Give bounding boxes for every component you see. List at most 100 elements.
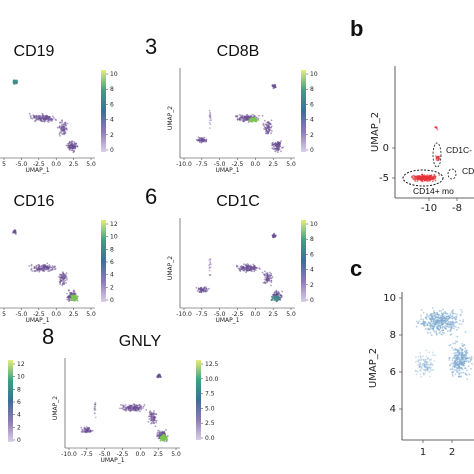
- cell-point: [66, 295, 69, 298]
- cell-point: [444, 312, 447, 314]
- cell-point: [153, 415, 156, 417]
- cell-point: [429, 331, 432, 334]
- b-cluster-outline: [447, 168, 457, 180]
- cell-point: [129, 405, 132, 407]
- cell-point: [453, 317, 456, 319]
- cell-point: [442, 329, 444, 331]
- cell-point: [270, 277, 273, 279]
- x-tick-label: 0.0: [51, 311, 61, 318]
- cell-point: [94, 403, 96, 405]
- cell-point: [418, 320, 421, 322]
- c-y-tick-label: 10: [383, 293, 396, 304]
- panel-b: b UMAP_2 0 -5 -10 -8 CD1C- CD CD14+ mo: [350, 16, 474, 214]
- cell-point: [200, 141, 203, 144]
- x-tick-label: -10.0: [176, 161, 192, 168]
- cell-point: [62, 129, 65, 132]
- cell-point: [454, 373, 457, 376]
- cell-point: [275, 291, 278, 294]
- cell-point: [160, 432, 163, 434]
- cell-point: [459, 366, 461, 369]
- cell-point: [419, 361, 422, 364]
- colorbar-tick-label: 10: [110, 234, 118, 241]
- cell-point: [160, 435, 163, 438]
- cell-point: [415, 373, 418, 376]
- cell-point: [445, 318, 448, 320]
- cell-point: [438, 310, 441, 312]
- c-y-axis-label: UMAP_2: [368, 348, 379, 388]
- cell-point: [210, 263, 212, 266]
- cell-point: [420, 322, 422, 325]
- x-tick-label: 5.0: [86, 161, 96, 168]
- cell-point: [452, 312, 454, 315]
- cell-point: [420, 359, 422, 362]
- cell-point: [266, 274, 269, 277]
- cell-point: [443, 325, 446, 328]
- cell-point: [93, 412, 96, 415]
- cell-point: [418, 364, 420, 366]
- cell-point: [443, 321, 446, 324]
- cell-point: [268, 271, 271, 274]
- cell-point: [458, 323, 461, 325]
- cell-point: [280, 296, 283, 299]
- cell-point: [436, 327, 439, 329]
- x-tick-label: -7.5: [196, 311, 208, 318]
- cell-point: [206, 289, 209, 291]
- cell-point: [73, 141, 76, 144]
- cell-point: [433, 310, 435, 312]
- cell-point: [276, 143, 279, 145]
- cell-point: [446, 312, 449, 315]
- cell-point: [236, 265, 239, 268]
- cell-point: [419, 177, 422, 180]
- cell-point: [80, 430, 83, 433]
- cell-point: [458, 358, 461, 360]
- cell-point: [451, 362, 454, 364]
- cell-point: [61, 276, 64, 279]
- colorbar-tick-label: 4: [110, 117, 114, 124]
- cell-point: [455, 329, 458, 331]
- cell-point: [420, 318, 422, 321]
- cell-point: [74, 142, 76, 145]
- cell-point: [452, 365, 455, 368]
- cell-point: [456, 361, 459, 363]
- cell-point: [451, 315, 454, 318]
- cell-point: [462, 353, 465, 356]
- cell-point: [31, 270, 34, 272]
- colorbar-tick-label: 4: [310, 267, 314, 274]
- cell-point: [275, 289, 278, 292]
- cell-point: [198, 287, 200, 290]
- cell-point: [73, 289, 75, 292]
- cell-point: [269, 274, 272, 277]
- cell-point: [419, 355, 422, 358]
- cell-point: [120, 404, 122, 406]
- cell-point: [240, 265, 243, 267]
- cell-point: [245, 117, 248, 120]
- cell-point: [465, 349, 468, 351]
- cell-point: [87, 431, 89, 434]
- cell-point: [238, 113, 241, 116]
- colorbar-tick-label: 8: [310, 86, 314, 93]
- colorbar-tick-label: 6: [110, 259, 114, 266]
- cell-point: [461, 360, 464, 363]
- colorbar-tick-label: 10: [17, 374, 25, 381]
- cell-point: [256, 116, 258, 119]
- cell-point: [465, 355, 468, 357]
- x-tick-label: -2.5: [33, 311, 45, 318]
- cell-point: [467, 361, 470, 364]
- cell-point: [154, 425, 157, 428]
- cell-point: [426, 328, 429, 331]
- cell-point: [234, 115, 237, 117]
- cell-point: [62, 272, 65, 274]
- cell-point: [420, 356, 422, 359]
- cell-point: [73, 144, 75, 146]
- cell-point: [72, 299, 74, 302]
- cell-point: [53, 117, 55, 119]
- cell-point: [272, 85, 275, 88]
- cell-point: [460, 367, 463, 369]
- cell-point: [451, 346, 454, 349]
- cell-point: [48, 264, 51, 266]
- cell-point: [424, 372, 426, 375]
- panel-c: c UMAP_2 10 8 6 4 1 2: [350, 256, 474, 458]
- cell-point: [428, 363, 431, 366]
- cell-point: [271, 276, 274, 278]
- cell-point: [262, 122, 265, 125]
